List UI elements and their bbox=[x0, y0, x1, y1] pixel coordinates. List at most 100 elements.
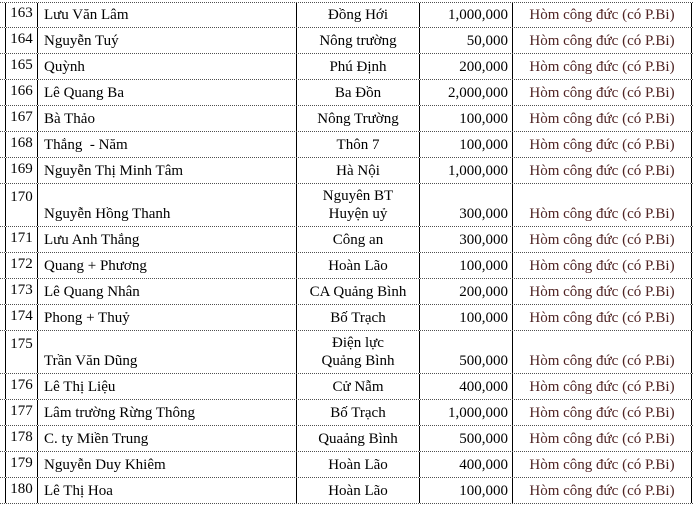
amount-cell[interactable]: 300,000 bbox=[419, 227, 512, 252]
location-cell[interactable]: Nông Trường bbox=[296, 106, 419, 131]
table-row: 177 Lâm trường Rừng Thông Bố Trạch 1,000… bbox=[0, 400, 693, 426]
location-cell[interactable]: Ba Đồn bbox=[296, 80, 419, 105]
amount-cell[interactable]: 400,000 bbox=[419, 374, 512, 399]
table-row: 179 Nguyễn Duy Khiêm Hoàn Lão 400,000 Hò… bbox=[0, 452, 693, 478]
note-cell[interactable]: Hòm công đức (có P.Bi) bbox=[512, 106, 692, 131]
location-cell[interactable]: Hoàn Lão bbox=[296, 478, 419, 503]
note-cell[interactable]: Hòm công đức (có P.Bi) bbox=[512, 305, 692, 330]
donor-name-cell[interactable]: Lâm trường Rừng Thông bbox=[37, 400, 296, 425]
donor-name-cell[interactable]: Phong + Thuỷ bbox=[37, 305, 296, 330]
table-row: 173 Lê Quang Nhân CA Quảng Bình 200,000 … bbox=[0, 279, 693, 305]
row-number-cell[interactable]: 176 bbox=[5, 374, 37, 399]
row-number-cell[interactable]: 175 bbox=[5, 331, 37, 373]
note-cell[interactable]: Hòm công đức (có P.Bi) bbox=[512, 80, 692, 105]
note-cell[interactable]: Hòm công đức (có P.Bi) bbox=[512, 374, 692, 399]
table-row: 178 C. ty Miền Trung Quaảng Bình 500,000… bbox=[0, 426, 693, 452]
row-number-cell[interactable]: 163 bbox=[5, 3, 37, 27]
donor-name-cell[interactable]: Bà Thảo bbox=[37, 106, 296, 131]
donor-name-cell[interactable]: Nguyễn Hồng Thanh bbox=[37, 184, 296, 226]
donor-name-cell[interactable]: Lê Thị Liệu bbox=[37, 374, 296, 399]
amount-cell[interactable]: 500,000 bbox=[419, 331, 512, 373]
note-cell[interactable]: Hòm công đức (có P.Bi) bbox=[512, 132, 692, 157]
donor-name-cell[interactable]: Lê Quang Ba bbox=[37, 80, 296, 105]
donor-name-cell[interactable]: Lê Thị Hoa bbox=[37, 478, 296, 503]
note-cell[interactable]: Hòm công đức (có P.Bi) bbox=[512, 184, 692, 226]
location-cell[interactable]: Đồng Hới bbox=[296, 3, 419, 27]
row-number-cell[interactable]: 180 bbox=[5, 478, 37, 503]
donor-name-cell[interactable]: C. ty Miền Trung bbox=[37, 426, 296, 451]
location-cell[interactable]: Nguyên BT Huyện uỷ bbox=[296, 184, 419, 226]
note-cell[interactable]: Hòm công đức (có P.Bi) bbox=[512, 54, 692, 79]
table-row: 180 Lê Thị Hoa Hoàn Lão 100,000 Hòm công… bbox=[0, 478, 693, 504]
amount-cell[interactable]: 200,000 bbox=[419, 279, 512, 304]
location-cell[interactable]: Cử Nẫm bbox=[296, 374, 419, 399]
location-cell[interactable]: Thôn 7 bbox=[296, 132, 419, 157]
location-cell[interactable]: Nông trường bbox=[296, 28, 419, 53]
location-cell[interactable]: CA Quảng Bình bbox=[296, 279, 419, 304]
note-cell[interactable]: Hòm công đức (có P.Bi) bbox=[512, 452, 692, 477]
note-cell[interactable]: Hòm công đức (có P.Bi) bbox=[512, 227, 692, 252]
table-row: 175 Trần Văn Dũng Điện lực Quảng Bình 50… bbox=[0, 331, 693, 374]
row-number-cell[interactable]: 169 bbox=[5, 158, 37, 183]
amount-cell[interactable]: 1,000,000 bbox=[419, 3, 512, 27]
amount-cell[interactable]: 300,000 bbox=[419, 184, 512, 226]
table-row: 174 Phong + Thuỷ Bố Trạch 100,000 Hòm cô… bbox=[0, 305, 693, 331]
location-cell[interactable]: Hoàn Lão bbox=[296, 452, 419, 477]
amount-cell[interactable]: 1,000,000 bbox=[419, 158, 512, 183]
row-number-cell[interactable]: 170 bbox=[5, 184, 37, 226]
amount-cell[interactable]: 200,000 bbox=[419, 54, 512, 79]
table-row: 165 Quỳnh Phú Định 200,000 Hòm công đức … bbox=[0, 54, 693, 80]
donor-name-cell[interactable]: Lê Quang Nhân bbox=[37, 279, 296, 304]
location-cell[interactable]: Điện lực Quảng Bình bbox=[296, 331, 419, 373]
donor-name-cell[interactable]: Quang + Phương bbox=[37, 253, 296, 278]
note-cell[interactable]: Hòm công đức (có P.Bi) bbox=[512, 426, 692, 451]
note-cell[interactable]: Hòm công đức (có P.Bi) bbox=[512, 3, 692, 27]
row-number-cell[interactable]: 178 bbox=[5, 426, 37, 451]
donor-name-cell[interactable]: Nguyễn Thị Minh Tâm bbox=[37, 158, 296, 183]
row-number-cell[interactable]: 179 bbox=[5, 452, 37, 477]
donor-name-cell[interactable]: Thắng - Năm bbox=[37, 132, 296, 157]
location-cell[interactable]: Bố Trạch bbox=[296, 400, 419, 425]
note-cell[interactable]: Hòm công đức (có P.Bi) bbox=[512, 28, 692, 53]
table-row: 163 Lưu Văn Lâm Đồng Hới 1,000,000 Hòm c… bbox=[0, 2, 693, 28]
note-cell[interactable]: Hòm công đức (có P.Bi) bbox=[512, 400, 692, 425]
amount-cell[interactable]: 500,000 bbox=[419, 426, 512, 451]
note-cell[interactable]: Hòm công đức (có P.Bi) bbox=[512, 158, 692, 183]
donor-name-cell[interactable]: Nguyễn Duy Khiêm bbox=[37, 452, 296, 477]
donor-name-cell[interactable]: Nguyễn Tuý bbox=[37, 28, 296, 53]
row-number-cell[interactable]: 166 bbox=[5, 80, 37, 105]
note-cell[interactable]: Hòm công đức (có P.Bi) bbox=[512, 253, 692, 278]
row-number-cell[interactable]: 165 bbox=[5, 54, 37, 79]
donor-name-cell[interactable]: Lưu Văn Lâm bbox=[37, 3, 296, 27]
note-cell[interactable]: Hòm công đức (có P.Bi) bbox=[512, 279, 692, 304]
location-cell[interactable]: Bố Trạch bbox=[296, 305, 419, 330]
note-cell[interactable]: Hòm công đức (có P.Bi) bbox=[512, 331, 692, 373]
donor-name-cell[interactable]: Trần Văn Dũng bbox=[37, 331, 296, 373]
amount-cell[interactable]: 100,000 bbox=[419, 253, 512, 278]
row-number-cell[interactable]: 172 bbox=[5, 253, 37, 278]
amount-cell[interactable]: 1,000,000 bbox=[419, 400, 512, 425]
location-cell[interactable]: Hà Nội bbox=[296, 158, 419, 183]
row-number-cell[interactable]: 177 bbox=[5, 400, 37, 425]
location-cell[interactable]: Phú Định bbox=[296, 54, 419, 79]
amount-cell[interactable]: 100,000 bbox=[419, 106, 512, 131]
note-cell[interactable]: Hòm công đức (có P.Bi) bbox=[512, 478, 692, 503]
row-number-cell[interactable]: 174 bbox=[5, 305, 37, 330]
amount-cell[interactable]: 400,000 bbox=[419, 452, 512, 477]
row-number-cell[interactable]: 164 bbox=[5, 28, 37, 53]
amount-cell[interactable]: 100,000 bbox=[419, 132, 512, 157]
amount-cell[interactable]: 2,000,000 bbox=[419, 80, 512, 105]
amount-cell[interactable]: 50,000 bbox=[419, 28, 512, 53]
row-number-cell[interactable]: 171 bbox=[5, 227, 37, 252]
row-number-cell[interactable]: 168 bbox=[5, 132, 37, 157]
location-cell[interactable]: Quaảng Bình bbox=[296, 426, 419, 451]
row-number-cell[interactable]: 173 bbox=[5, 279, 37, 304]
location-cell[interactable]: Hoàn Lão bbox=[296, 253, 419, 278]
location-cell[interactable]: Công an bbox=[296, 227, 419, 252]
donor-name-cell[interactable]: Lưu Anh Thắng bbox=[37, 227, 296, 252]
amount-cell[interactable]: 100,000 bbox=[419, 478, 512, 503]
donor-name-cell[interactable]: Quỳnh bbox=[37, 54, 296, 79]
amount-cell[interactable]: 100,000 bbox=[419, 305, 512, 330]
row-number-cell[interactable]: 167 bbox=[5, 106, 37, 131]
